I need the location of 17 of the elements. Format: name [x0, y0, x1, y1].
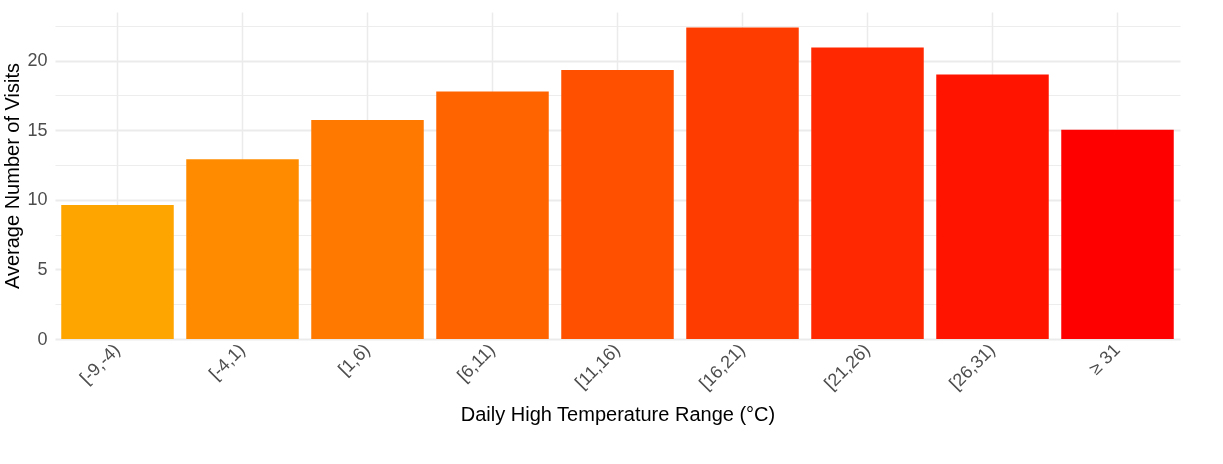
x-axis-title: Daily High Temperature Range (°C) — [460, 403, 776, 426]
bar — [311, 120, 424, 339]
bar — [811, 47, 924, 339]
y-tick-label: 5 — [37, 258, 48, 279]
y-axis-title: Average Number of Visits — [1, 62, 24, 290]
y-tick-label: 20 — [27, 50, 48, 71]
y-tick-label: 15 — [27, 119, 48, 140]
bar — [436, 91, 549, 339]
bar — [936, 74, 1049, 339]
y-tick-label: 10 — [27, 189, 48, 210]
y-tick-label: 0 — [37, 328, 48, 349]
x-tick-label: ≥ 31 — [1085, 339, 1124, 379]
bar — [1061, 129, 1174, 339]
bar — [61, 205, 174, 339]
bar — [686, 27, 799, 339]
bar — [186, 159, 299, 339]
bar — [561, 69, 674, 339]
